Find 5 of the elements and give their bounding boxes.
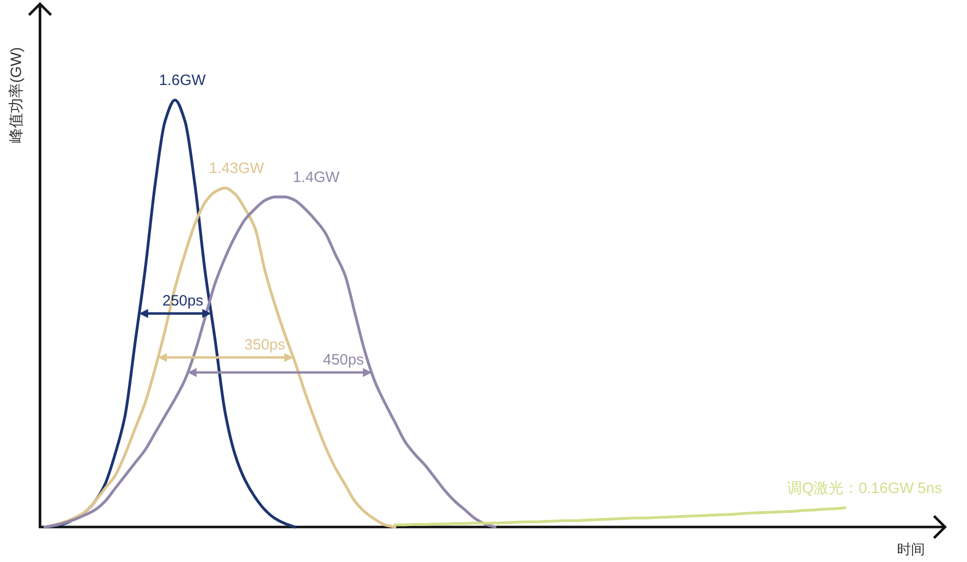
- annotation: 250ps: [162, 292, 204, 310]
- annotation: 350ps: [244, 336, 286, 354]
- x-axis-title: 时间: [897, 541, 925, 557]
- y-axis-title: 峰值功率(GW): [8, 47, 25, 143]
- annotation: 450ps: [323, 351, 364, 368]
